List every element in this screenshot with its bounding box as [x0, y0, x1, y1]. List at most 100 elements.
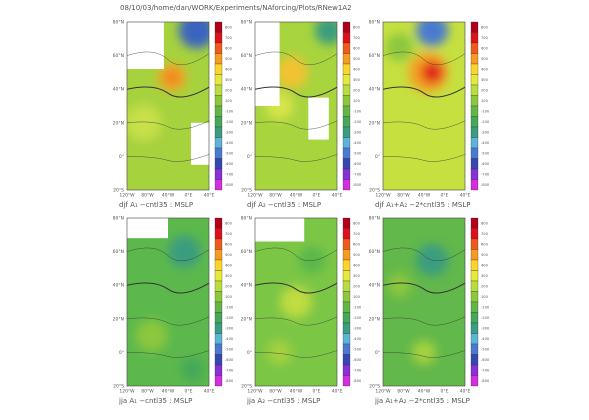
colorbar-label: -200 — [353, 316, 362, 320]
colorbar-label: -400 — [353, 141, 362, 145]
field-blob — [127, 104, 162, 141]
colorbar-label: -600 — [353, 358, 362, 362]
contour — [255, 247, 337, 262]
lon-label: 0°E — [441, 389, 449, 395]
lon-label: 40°W — [162, 193, 175, 199]
lat-label: 60°N — [113, 249, 124, 255]
colorbar-cell — [342, 322, 351, 334]
map-field — [127, 22, 209, 190]
colorbar-cell — [214, 270, 223, 282]
lat-label: 20°N — [369, 316, 380, 322]
colorbar-cell — [342, 343, 351, 355]
colorbar-cell — [342, 95, 351, 107]
lon-label: 120°W — [119, 389, 135, 395]
lon-label: 0°E — [441, 193, 449, 199]
panel-title: djf A₁ −cntl35 : MSLP — [119, 201, 193, 209]
lat-label: 20°N — [113, 120, 124, 126]
colorbar-label: 600 — [225, 46, 233, 50]
colorbar-cell — [342, 158, 351, 170]
lat-label: 20°N — [241, 316, 252, 322]
colorbar-cell — [342, 270, 351, 282]
colorbar-label: 100 — [353, 295, 361, 299]
colorbar-cell — [470, 74, 479, 86]
colorbar-cell — [342, 249, 351, 261]
field-blob — [421, 61, 444, 84]
colorbar-label: 200 — [481, 88, 489, 92]
contour — [255, 154, 337, 162]
colorbar-cell — [214, 21, 223, 33]
lat-label: 60°N — [241, 53, 252, 59]
colorbar-label: -200 — [225, 316, 234, 320]
colorbar-label: -300 — [353, 326, 362, 330]
colorbar-cell — [470, 312, 479, 324]
colorbar-label: 100 — [481, 295, 489, 299]
colorbar-label: -200 — [481, 316, 490, 320]
lat-label: 20°S — [113, 188, 124, 194]
colorbar-cell — [214, 158, 223, 170]
colorbar-cell — [214, 375, 223, 387]
panel-title: jja A₂ −cntl35 : MSLP — [246, 397, 320, 405]
colorbar-label: 700 — [481, 232, 489, 236]
contour — [255, 316, 337, 326]
colorbar-cell — [470, 168, 479, 180]
lat-label: 0° — [375, 154, 380, 160]
colorbar-cell — [470, 147, 479, 159]
colorbar-label: 300 — [353, 78, 361, 82]
colorbar-label: -200 — [353, 120, 362, 124]
field-blob — [385, 33, 414, 62]
colorbar-label: 200 — [353, 88, 361, 92]
field-blob — [267, 340, 292, 365]
colorbar-cell — [214, 137, 223, 149]
colorbar-cell — [342, 126, 351, 138]
contour — [127, 350, 209, 358]
colorbar-label: 500 — [225, 253, 233, 257]
colorbar-cell — [470, 158, 479, 170]
lat-label: 60°N — [369, 249, 380, 255]
colorbar-cell — [470, 21, 479, 33]
contour — [383, 350, 465, 358]
colorbar-cell — [214, 32, 223, 44]
colorbar-cell — [470, 270, 479, 282]
colorbar-cell — [470, 217, 479, 229]
field-blob — [135, 319, 168, 352]
field-blob — [412, 340, 436, 365]
lon-label: 40°W — [418, 389, 431, 395]
lat-label: 0° — [247, 154, 252, 160]
colorbar-cell — [342, 375, 351, 387]
lat-label: 0° — [375, 350, 380, 356]
colorbar-cell — [342, 32, 351, 44]
lon-label: 120°W — [375, 389, 391, 395]
colorbar-cell — [342, 147, 351, 159]
colorbar-label: -500 — [353, 347, 362, 351]
field-blobs — [135, 235, 205, 382]
colorbar-label: 500 — [481, 253, 489, 257]
lon-label: 120°W — [375, 193, 391, 199]
colorbar-cell — [342, 364, 351, 376]
colorbar-cell — [342, 168, 351, 180]
panel-title: jja A₁+A₂ −2*cntl35 : MSLP — [374, 397, 470, 405]
colorbar-cell — [470, 53, 479, 65]
colorbar-label: -800 — [481, 183, 490, 187]
lon-label: 0°E — [313, 389, 321, 395]
contour — [383, 316, 465, 326]
colorbar-label: 200 — [225, 88, 233, 92]
colorbar-cell — [470, 228, 479, 240]
lon-label: 40°E — [204, 193, 215, 199]
colorbar-label: 300 — [225, 274, 233, 278]
colorbar-label: 800 — [225, 221, 233, 225]
colorbar-label: -100 — [353, 109, 362, 113]
colorbar-label: 200 — [225, 284, 233, 288]
lat-label: 0° — [119, 350, 124, 356]
map-field — [383, 22, 465, 190]
lon-label: 40°E — [204, 389, 215, 395]
map-frame — [382, 217, 466, 387]
lat-label: 20°S — [241, 384, 252, 390]
colorbar-label: 700 — [353, 36, 361, 40]
field-blob — [180, 357, 205, 382]
contour — [127, 247, 209, 262]
contour — [383, 120, 465, 130]
contour — [255, 120, 337, 130]
colorbar-label: -400 — [481, 141, 490, 145]
lon-label: 40°W — [162, 389, 175, 395]
lat-label: 40°N — [369, 283, 380, 289]
